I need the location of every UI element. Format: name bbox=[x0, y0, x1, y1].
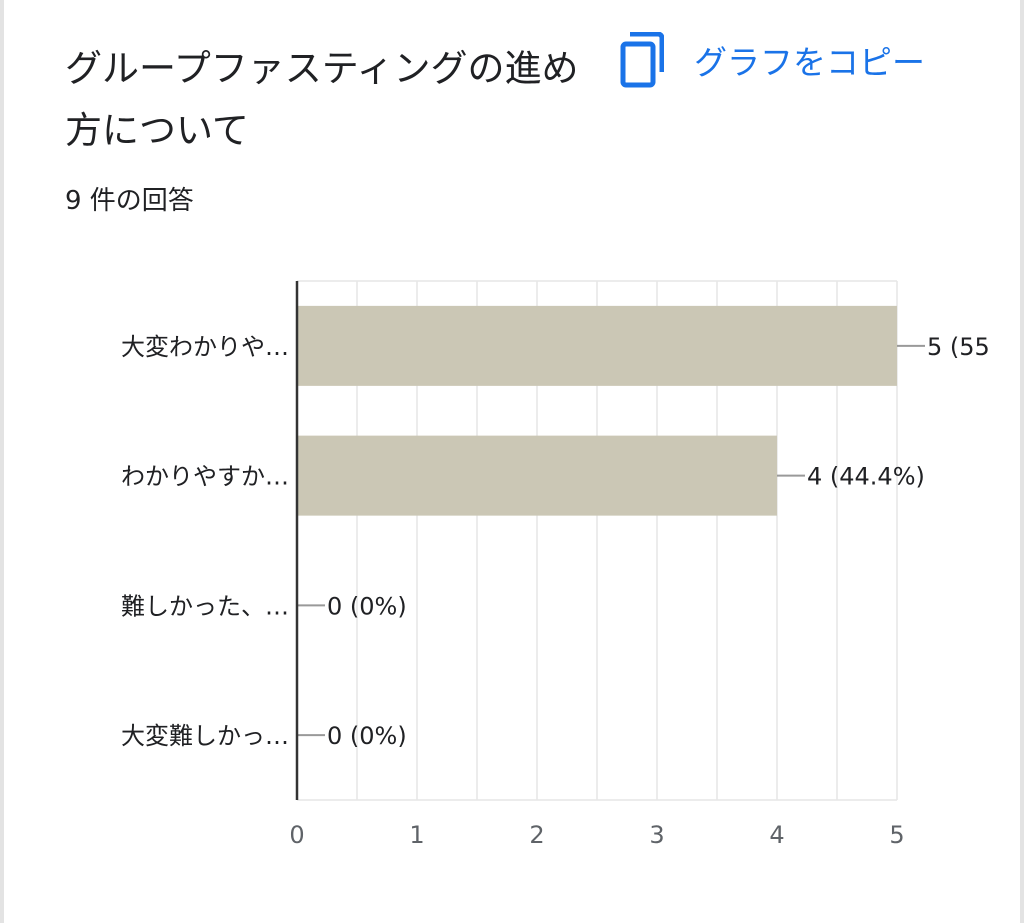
copy-chart-button[interactable]: グラフをコピー bbox=[620, 31, 925, 88]
x-tick-label: 4 bbox=[769, 821, 784, 849]
category-label: わかりやすか… bbox=[121, 463, 289, 491]
data-label: 0 (0%) bbox=[327, 592, 407, 620]
category-label: 大変難しかっ… bbox=[121, 722, 289, 750]
x-tick-label: 3 bbox=[649, 821, 664, 849]
card-right-border bbox=[1020, 0, 1024, 923]
category-label: 大変わかりや… bbox=[121, 333, 289, 361]
bar bbox=[297, 435, 777, 516]
card-left-border bbox=[0, 0, 4, 923]
data-label: 4 (44.4%) bbox=[807, 463, 925, 491]
chart-title: グループファスティングの進め方について bbox=[65, 47, 579, 152]
copy-icon bbox=[620, 31, 665, 88]
data-label: 0 (0%) bbox=[327, 722, 407, 750]
response-count: 9 件の回答 bbox=[65, 186, 194, 216]
copy-chart-label: グラフをコピー bbox=[694, 43, 925, 82]
x-tick-label: 1 bbox=[409, 821, 424, 849]
category-label: 難しかった、… bbox=[121, 592, 289, 620]
bar bbox=[297, 305, 897, 386]
x-tick-label: 2 bbox=[529, 821, 544, 849]
data-label: 5 (55 bbox=[927, 333, 990, 361]
x-tick-label: 5 bbox=[889, 821, 904, 849]
x-tick-label: 0 bbox=[289, 821, 304, 849]
